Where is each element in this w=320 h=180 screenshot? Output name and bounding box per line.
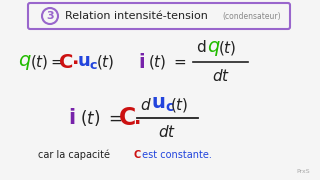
Text: (condensateur): (condensateur) [222, 12, 281, 21]
Text: $(t)$: $(t)$ [170, 96, 188, 114]
Text: car la capacité: car la capacité [38, 150, 113, 160]
Text: est constante.: est constante. [139, 150, 212, 160]
Text: $d$: $d$ [140, 97, 152, 113]
Text: $\mathbf{\cdot}$: $\mathbf{\cdot}$ [71, 53, 78, 71]
Text: $(t)$: $(t)$ [96, 53, 115, 71]
Text: $\mathbf{.}$: $\mathbf{.}$ [133, 109, 140, 127]
Text: $(t)\ =$: $(t)\ =$ [80, 108, 122, 128]
Text: $(t)=$: $(t)=$ [30, 53, 64, 71]
FancyBboxPatch shape [28, 3, 290, 29]
Text: $\mathbf{C}$: $\mathbf{C}$ [58, 53, 73, 71]
Text: $\mathit{q}$: $\mathit{q}$ [18, 53, 32, 71]
Text: 3: 3 [46, 11, 54, 21]
Text: $\mathbf{u}_{\mathbf{c}}$: $\mathbf{u}_{\mathbf{c}}$ [151, 96, 174, 114]
Text: $\mathbf{i}$: $\mathbf{i}$ [138, 53, 145, 71]
Text: d: d [196, 40, 206, 55]
Text: Relation intensité-tension: Relation intensité-tension [65, 11, 208, 21]
Text: $\mathbf{i}$: $\mathbf{i}$ [68, 108, 76, 128]
Text: $\mathbf{C}$: $\mathbf{C}$ [118, 106, 136, 130]
Text: $\mathit{q}$: $\mathit{q}$ [207, 39, 221, 57]
Text: $\mathbf{u}_{\mathbf{c}}$: $\mathbf{u}_{\mathbf{c}}$ [77, 53, 99, 71]
Text: $(t)$: $(t)$ [218, 39, 236, 57]
Text: $dt$: $dt$ [212, 68, 230, 84]
Text: C: C [133, 150, 140, 160]
Text: PrxS: PrxS [296, 169, 310, 174]
Text: $(t)\ =$: $(t)\ =$ [148, 53, 187, 71]
Text: $dt$: $dt$ [158, 124, 176, 140]
